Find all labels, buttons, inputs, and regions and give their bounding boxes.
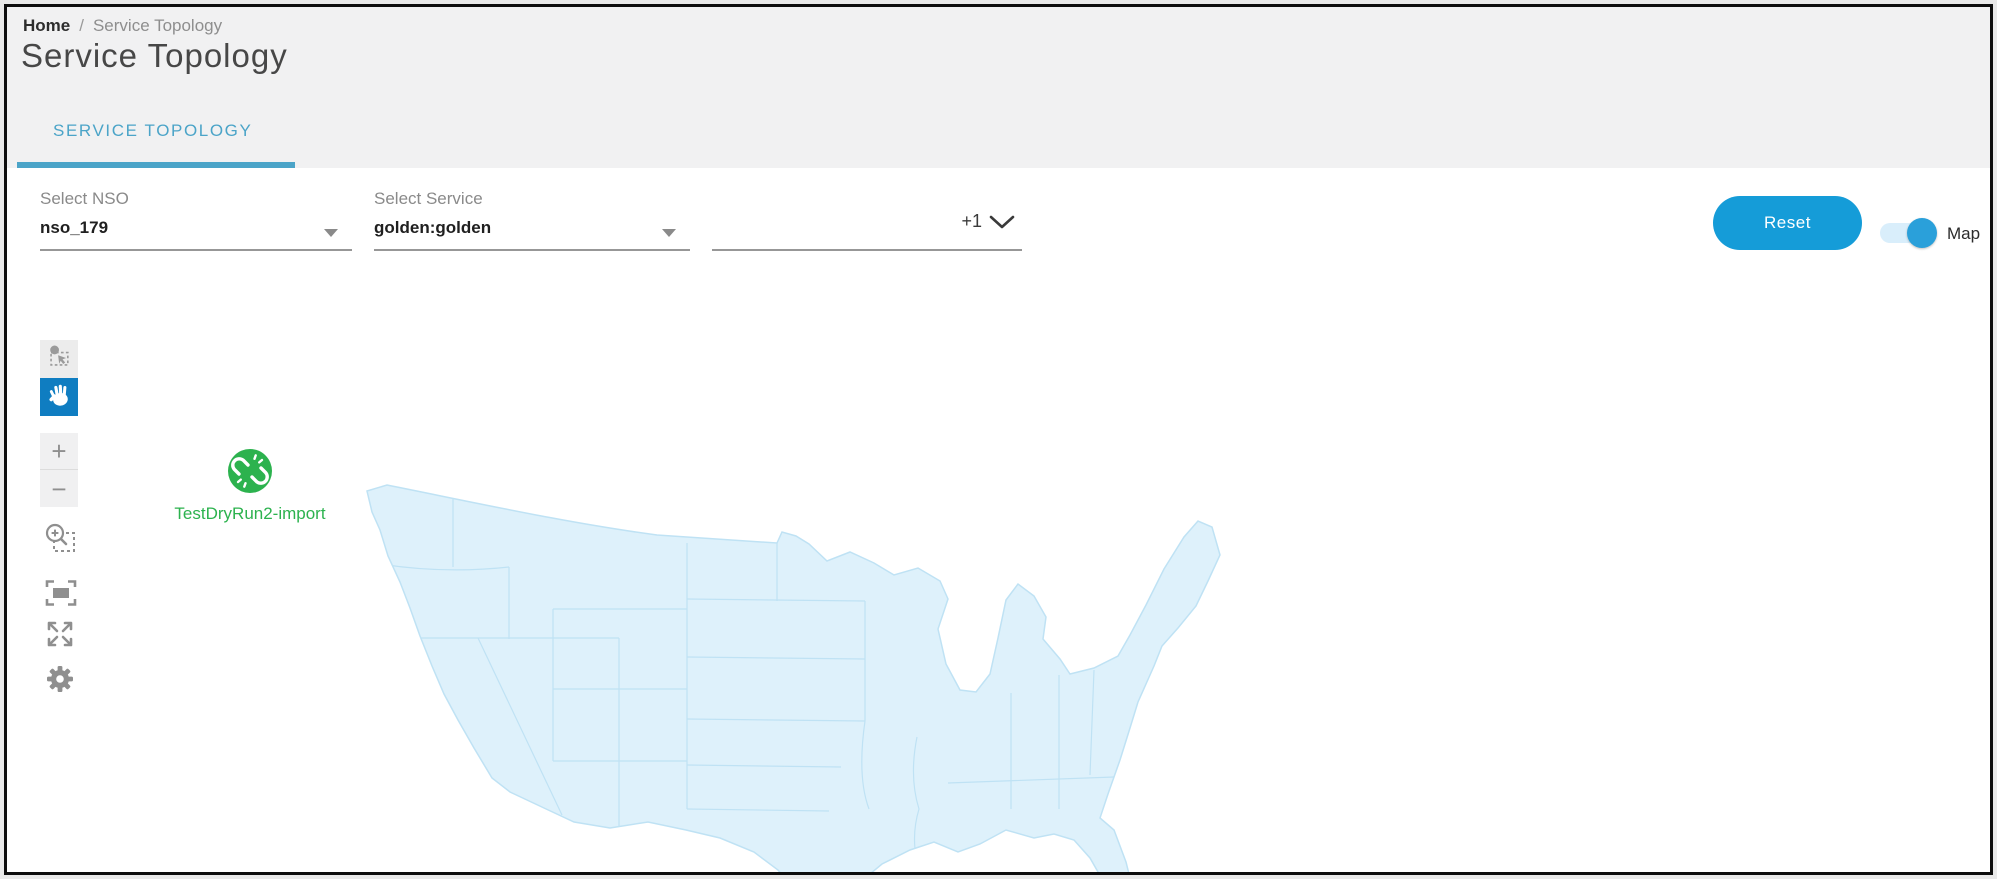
map-toggle[interactable] — [1880, 218, 1937, 248]
breadcrumb-home-link[interactable]: Home — [23, 16, 71, 35]
zoom-to-selection-button[interactable] — [43, 522, 77, 561]
hand-pan-icon — [46, 382, 72, 413]
dropdown-underline — [40, 249, 352, 251]
chevron-down-icon[interactable] — [988, 214, 1016, 235]
nso-dropdown-value: nso_179 — [40, 218, 109, 237]
settings-button[interactable] — [44, 663, 76, 700]
breadcrumb-current: Service Topology — [92, 16, 223, 35]
fit-view-button[interactable] — [45, 579, 77, 612]
us-state-borders — [367, 497, 1115, 850]
page-header: Home / Service Topology Service Topology… — [7, 7, 1990, 168]
map-toggle-knob[interactable] — [1907, 218, 1937, 248]
lasso-select-icon — [44, 342, 74, 377]
plus-icon: + — [51, 436, 67, 466]
app-window: Home / Service Topology Service Topology… — [4, 4, 1993, 875]
breadcrumb-separator: / — [79, 16, 84, 35]
minus-icon: − — [51, 473, 67, 504]
fit-screen-icon — [45, 580, 77, 611]
reset-button[interactable]: Reset — [1713, 196, 1862, 250]
expand-button[interactable] — [45, 619, 75, 654]
service-dropdown-label: Select Service — [374, 189, 483, 208]
pan-tool-button[interactable] — [40, 378, 78, 416]
us-map[interactable] — [357, 477, 1232, 875]
service-dropdown-value: golden:golden — [374, 218, 492, 237]
expand-arrows-icon — [45, 621, 75, 653]
us-map-outline — [366, 484, 1221, 872]
dropdown-caret-icon[interactable] — [662, 229, 676, 237]
tab-service-topology[interactable]: SERVICE TOPOLOGY — [53, 121, 253, 140]
nso-dropdown[interactable]: Select NSO nso_179 — [40, 189, 352, 253]
service-dropdown[interactable]: Select Service golden:golden — [374, 189, 690, 253]
broken-link-icon — [231, 454, 269, 488]
zoom-out-button[interactable]: − — [40, 470, 78, 507]
topology-node[interactable] — [228, 449, 272, 493]
zoom-in-button[interactable]: + — [40, 433, 78, 470]
map-toggle-label: Map — [1947, 224, 1981, 243]
breadcrumb: Home / Service Topology — [23, 16, 222, 36]
topology-node-label: TestDryRun2-import — [174, 504, 326, 523]
dropdown-underline — [712, 249, 1022, 251]
service-instance-dropdown[interactable]: +1 — [712, 189, 1022, 253]
overflow-count-badge: +1 — [961, 211, 982, 231]
region-select-tool-button[interactable] — [40, 340, 78, 378]
dropdown-caret-icon[interactable] — [324, 229, 338, 237]
gear-icon — [44, 666, 76, 699]
dropdown-underline — [374, 249, 690, 251]
page-title: Service Topology — [21, 37, 288, 74]
nso-dropdown-label: Select NSO — [40, 189, 129, 208]
magnifier-region-icon — [43, 523, 77, 560]
tab-active-indicator — [17, 162, 295, 168]
